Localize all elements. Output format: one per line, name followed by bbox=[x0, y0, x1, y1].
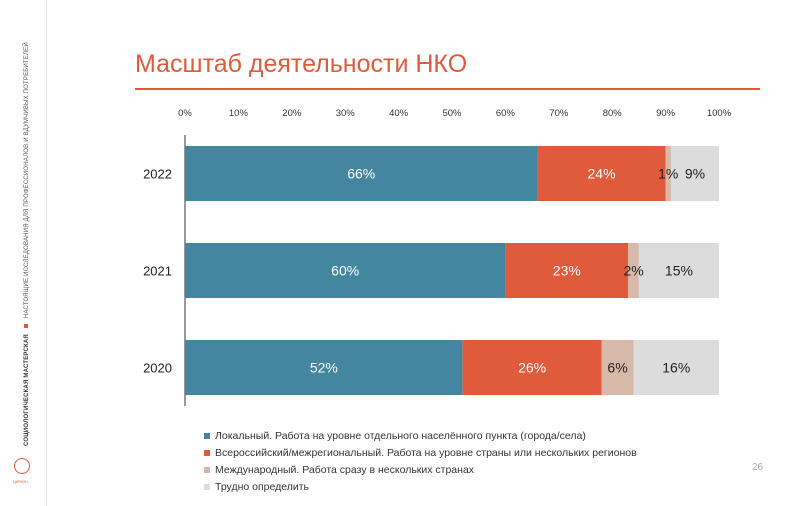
bar-segment bbox=[601, 340, 634, 395]
data-label: 9% bbox=[685, 166, 705, 182]
bar-segment bbox=[638, 243, 719, 298]
legend-label: Всероссийский/межрегиональный. Работа на… bbox=[215, 446, 637, 459]
category-label: 2020 bbox=[143, 361, 172, 376]
x-tick-label: 100% bbox=[707, 108, 732, 119]
data-label: 26% bbox=[518, 360, 546, 376]
logo-text: ЦИРКОН bbox=[13, 480, 28, 484]
legend-item: Локальный. Работа на уровне отдельного н… bbox=[204, 427, 637, 444]
x-tick-label: 90% bbox=[656, 108, 676, 119]
bar-segment bbox=[185, 146, 538, 201]
page-number: 26 bbox=[752, 462, 764, 473]
x-tick-label: 30% bbox=[336, 108, 356, 119]
bar-segment bbox=[185, 340, 463, 395]
legend-swatch bbox=[204, 483, 210, 490]
side-band bbox=[0, 0, 47, 506]
x-tick-label: 10% bbox=[229, 108, 249, 119]
x-tick-label: 20% bbox=[282, 108, 302, 119]
data-label: 6% bbox=[607, 360, 627, 376]
page-title: Масштаб деятельности НКО bbox=[135, 50, 468, 78]
data-label: 60% bbox=[331, 263, 359, 279]
data-label: 2% bbox=[623, 263, 643, 279]
data-label: 66% bbox=[347, 166, 375, 182]
bar-segment bbox=[633, 340, 719, 395]
data-label: 15% bbox=[665, 263, 693, 279]
category-label: 2022 bbox=[143, 167, 172, 182]
bar-segment bbox=[537, 146, 666, 201]
data-label: 52% bbox=[310, 360, 338, 376]
x-tick-label: 50% bbox=[442, 108, 462, 119]
legend-item: Трудно определить bbox=[204, 478, 637, 495]
legend-swatch bbox=[204, 449, 210, 456]
data-label: 16% bbox=[662, 360, 690, 376]
legend-item: Международный. Работа сразу в нескольких… bbox=[204, 461, 637, 478]
logo-icon bbox=[14, 458, 30, 474]
bar-segment bbox=[628, 243, 639, 298]
data-label: 24% bbox=[588, 166, 616, 182]
bar-segment bbox=[670, 146, 719, 201]
bar-segment bbox=[505, 243, 629, 298]
x-tick-label: 40% bbox=[389, 108, 409, 119]
legend-label: Международный. Работа сразу в нескольких… bbox=[215, 463, 475, 476]
title-underline bbox=[135, 88, 760, 90]
data-label: 1% bbox=[658, 166, 678, 182]
x-tick-label: 80% bbox=[603, 108, 623, 119]
bar-segment bbox=[185, 243, 506, 298]
bar-segment bbox=[665, 146, 671, 201]
legend-label: Трудно определить bbox=[215, 480, 309, 493]
stacked-bar-chart: 0% 10% 20% 30% 40% 50% 60% 70% 80% 90% 100% 2022 66%… bbox=[143, 108, 732, 406]
legend-item: Всероссийский/межрегиональный. Работа на… bbox=[204, 444, 637, 461]
legend-label: Локальный. Работа на уровне отдельного н… bbox=[215, 429, 586, 442]
x-tick-label: 60% bbox=[496, 108, 516, 119]
data-label: 23% bbox=[553, 263, 581, 279]
chart-legend: Локальный. Работа на уровне отдельного н… bbox=[204, 427, 637, 495]
category-label: 2021 bbox=[143, 264, 172, 279]
x-tick-label: 70% bbox=[549, 108, 569, 119]
bar-segment bbox=[462, 340, 602, 395]
legend-swatch bbox=[204, 432, 210, 439]
x-tick-label: 0% bbox=[178, 108, 192, 119]
legend-swatch bbox=[204, 466, 210, 473]
